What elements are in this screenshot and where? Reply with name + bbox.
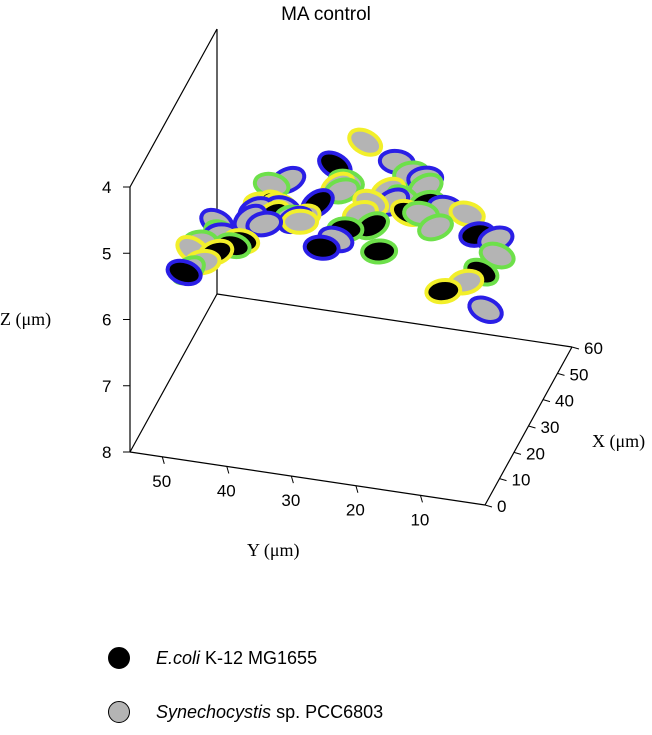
- point-synechocystis: [281, 208, 320, 235]
- x-tick-label: 30: [541, 418, 560, 437]
- x-tick-label: 20: [526, 444, 545, 463]
- y-tick-mark: [355, 485, 359, 493]
- axis-line-2: [216, 293, 573, 348]
- point-synechocystis: [245, 210, 284, 238]
- y-tick-label: 10: [410, 510, 429, 529]
- y-tick-label: 20: [346, 501, 365, 520]
- z-tick-label: 6: [102, 311, 111, 330]
- point-synechocystis: [467, 295, 504, 324]
- z-tick-label: 7: [102, 377, 111, 396]
- point-ecoli: [360, 238, 399, 265]
- legend-swatch-synechocystis: [108, 701, 130, 723]
- x-tick-mark: [499, 478, 507, 482]
- axis-line-3: [129, 293, 218, 453]
- z-axis-label: Z (μm): [0, 309, 51, 330]
- legend-item-ecoli: E.coli K-12 MG1655: [108, 643, 317, 673]
- point-ecoli: [302, 234, 341, 261]
- point-synechocystis: [448, 200, 486, 228]
- y-axis-label: Y (μm): [247, 540, 299, 561]
- x-tick-label: 60: [584, 339, 603, 358]
- legend-label-synechocystis: Synechocystis sp. PCC6803: [156, 701, 384, 722]
- y-tick-mark: [419, 495, 423, 503]
- tick-labels: 0 10 20 30 40 50 60 50 40 30 20 10 4 5 6 7 8: [102, 178, 603, 529]
- y-tick-label: 50: [152, 472, 171, 491]
- x-tick-label: 10: [512, 471, 531, 490]
- y-tick-label: 30: [281, 491, 300, 510]
- axis-labels: X (μm) Y (μm) Z (μm): [0, 309, 645, 561]
- y-tick-mark: [161, 456, 165, 464]
- x-tick-label: 40: [555, 392, 574, 411]
- legend-item-synechocystis: Synechocystis sp. PCC6803: [108, 697, 383, 727]
- x-tick-mark: [513, 451, 522, 455]
- z-tick-label: 5: [102, 244, 111, 263]
- point-synechocystis: [347, 127, 384, 157]
- point-ecoli: [424, 277, 463, 305]
- y-tick-label: 40: [217, 481, 236, 500]
- legend-swatch-ecoli: [108, 647, 130, 669]
- axis-line-6: [129, 28, 218, 188]
- axis-line-1: [129, 451, 486, 506]
- z-tick-label: 4: [102, 178, 111, 197]
- data-points: [165, 127, 516, 324]
- x-tick-label: 0: [497, 497, 506, 516]
- x-tick-mark: [557, 372, 565, 376]
- x-tick-mark: [528, 425, 536, 429]
- y-tick-mark: [226, 466, 230, 474]
- x-tick-mark: [484, 504, 493, 508]
- x-axis-label: X (μm): [592, 431, 645, 452]
- x-tick-mark: [542, 399, 551, 403]
- point-synechocystis: [417, 213, 454, 242]
- y-tick-mark: [290, 475, 294, 484]
- z-tick-label: 8: [102, 443, 111, 462]
- chart-title: MA control: [281, 4, 371, 25]
- x-tick-mark: [571, 346, 580, 350]
- legend-label-ecoli: E.coli K-12 MG1655: [156, 647, 318, 668]
- x-tick-label: 50: [570, 365, 589, 384]
- point-ecoli: [165, 258, 203, 287]
